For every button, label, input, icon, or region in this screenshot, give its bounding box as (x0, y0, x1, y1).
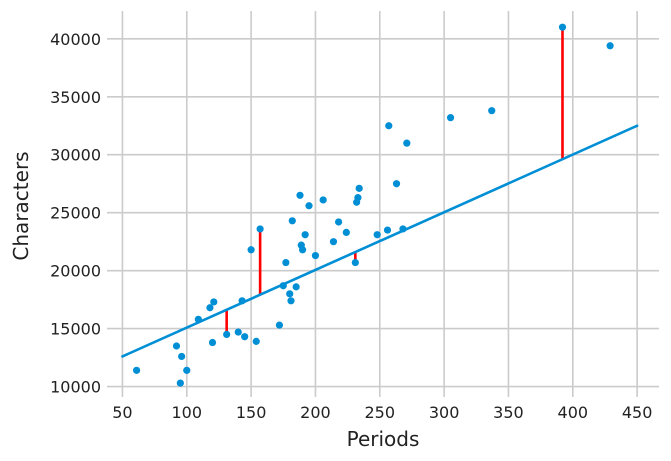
y-tick-label: 30000 (50, 146, 101, 165)
data-point (319, 196, 327, 204)
data-point (558, 23, 567, 31)
data-point (282, 258, 290, 267)
data-point (296, 191, 304, 199)
x-axis-label: Periods (347, 427, 420, 451)
x-tick-label: 50 (112, 403, 132, 422)
grid-layer (107, 11, 659, 397)
data-point (234, 328, 242, 336)
point-layer (132, 23, 614, 387)
fit-line-layer (121, 124, 639, 358)
data-point (305, 202, 313, 210)
data-point (279, 282, 287, 290)
data-point (252, 337, 260, 345)
data-point (351, 258, 359, 267)
data-point (287, 297, 295, 305)
y-tick-label: 35000 (50, 88, 101, 107)
data-point (329, 238, 338, 246)
data-point (178, 352, 186, 361)
x-tick-label: 200 (300, 403, 331, 422)
data-point (373, 231, 381, 239)
data-point (286, 290, 294, 298)
data-point (223, 330, 231, 339)
y-tick-label: 20000 (50, 262, 101, 281)
x-tick-label: 400 (558, 403, 589, 422)
y-tick-label: 15000 (50, 320, 101, 339)
y-tick-label: 10000 (50, 378, 101, 397)
data-point (292, 283, 300, 291)
data-point (194, 315, 202, 323)
data-point (247, 246, 255, 254)
data-point (335, 218, 343, 226)
data-point (288, 217, 296, 225)
data-point (132, 366, 141, 374)
x-tick-label: 300 (429, 403, 460, 422)
x-tick-label: 350 (493, 403, 524, 422)
data-point (488, 107, 496, 115)
data-point (301, 231, 309, 239)
data-point (176, 379, 184, 387)
data-point (385, 122, 393, 130)
data-point (311, 251, 320, 260)
data-point (383, 226, 392, 234)
x-tick-label: 100 (172, 403, 203, 422)
x-tick-label: 250 (365, 403, 396, 422)
y-tick-label: 40000 (50, 30, 101, 49)
x-tick-label: 150 (236, 403, 267, 422)
data-point (172, 342, 181, 350)
data-point (241, 333, 249, 341)
data-point (275, 321, 284, 329)
data-point (354, 194, 362, 202)
y-tick-label: 25000 (50, 204, 101, 223)
data-point (399, 225, 407, 233)
data-point (606, 42, 614, 50)
data-point (206, 304, 214, 312)
x-tick-label: 450 (622, 403, 653, 422)
y-axis-label: Characters (9, 151, 33, 260)
data-point (208, 338, 217, 347)
data-point (342, 228, 350, 236)
data-point (403, 139, 411, 147)
data-point (392, 180, 401, 188)
data-point (446, 114, 455, 122)
data-point (298, 246, 307, 254)
data-point (210, 298, 218, 306)
regression-line (121, 124, 639, 358)
data-point (183, 366, 191, 374)
tick-label-layer: 50 100 150 200 250 300 350 400 450 10000 15000 2000… (50, 30, 652, 422)
data-point (355, 184, 363, 192)
data-point (256, 225, 264, 233)
data-point (238, 297, 246, 305)
